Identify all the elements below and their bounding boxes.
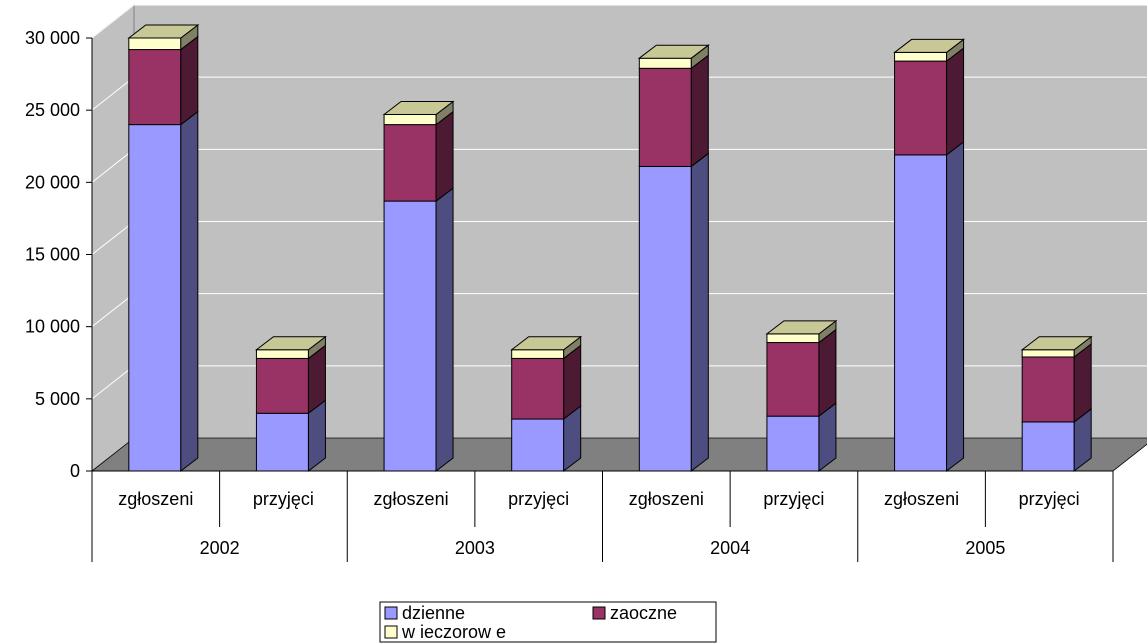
bar-front: [894, 51, 948, 62]
legend-swatch: [384, 606, 398, 620]
bar-side: [180, 35, 199, 126]
y-tick-label: 20 000: [25, 172, 80, 192]
bar-side: [435, 187, 454, 473]
bar-front: [511, 349, 565, 359]
bar-front: [128, 49, 182, 126]
bar-front: [638, 165, 692, 472]
bar-top: [510, 336, 583, 351]
bar-segment: [765, 319, 838, 344]
bar-front: [128, 124, 182, 472]
bar-segment: [127, 23, 200, 51]
bar-side: [818, 328, 837, 418]
bar-top: [382, 100, 455, 115]
bar-segment: [893, 38, 966, 63]
bar-segment: [1020, 335, 1093, 358]
bar-segment: [766, 328, 837, 418]
y-tick-label: 0: [70, 461, 80, 481]
x-category-label: zgłoszeni: [118, 489, 193, 509]
x-category-label: zgłoszeni: [884, 489, 959, 509]
bar-front: [383, 200, 437, 472]
bar-top: [893, 38, 966, 53]
bar-front: [255, 412, 309, 472]
x-group-label: 2005: [965, 538, 1005, 558]
floor: [90, 437, 1147, 472]
chart-floor: [90, 437, 1147, 472]
bar-top: [765, 320, 838, 335]
bar-segment: [637, 44, 710, 70]
bar-segment: [254, 335, 327, 360]
bar-segment: [638, 54, 709, 168]
bar-top: [1020, 336, 1093, 351]
gridline: [91, 4, 1147, 39]
x-category-label: przyjęci: [1019, 489, 1080, 509]
y-tick-label: 5 000: [35, 389, 80, 409]
bar-side: [1073, 342, 1092, 423]
bar-front: [383, 113, 437, 126]
bar-front: [894, 154, 948, 472]
legend-swatch: [592, 606, 606, 620]
bar-front: [894, 60, 948, 156]
legend-label: w ieczorow e: [401, 622, 506, 642]
bar-front: [511, 418, 565, 472]
y-tick-label: 30 000: [25, 28, 80, 48]
chart-axes: [86, 37, 1114, 562]
bar-front: [766, 415, 820, 472]
bar-top: [127, 24, 200, 39]
y-tick-label: 15 000: [25, 245, 80, 265]
bar-front: [1021, 356, 1075, 423]
bar-top: [254, 336, 327, 351]
bar-side: [180, 110, 199, 473]
bar-side: [946, 47, 965, 156]
x-category-label: zgłoszeni: [374, 489, 449, 509]
bar-side: [435, 110, 454, 203]
bar-segment: [511, 344, 582, 421]
bar-side: [946, 140, 965, 473]
bar-segment: [894, 47, 965, 156]
bar-side: [690, 152, 709, 473]
x-category-label: przyjęci: [253, 489, 314, 509]
legend-swatch: [384, 625, 398, 639]
bar-segment: [510, 335, 583, 360]
bar-segment: [128, 110, 199, 473]
legend-label: dzienne: [402, 603, 465, 623]
bar-segment: [638, 152, 709, 473]
x-category-label: przyjęci: [763, 489, 824, 509]
x-group-label: 2004: [710, 538, 750, 558]
x-group-label: 2003: [455, 538, 495, 558]
y-tick-label: 25 000: [25, 100, 80, 120]
bar-front: [383, 124, 437, 202]
bar-segment: [255, 344, 326, 415]
chart-bars: [127, 23, 1093, 473]
bar-segment: [766, 402, 837, 473]
bar-front: [1021, 349, 1075, 358]
bar-segment: [383, 187, 454, 473]
bar-front: [1021, 421, 1075, 472]
x-category-label: przyjęci: [508, 489, 569, 509]
bar-front: [766, 342, 820, 417]
bar-front: [255, 357, 309, 414]
bar-segment: [894, 140, 965, 473]
bar-side: [690, 54, 709, 168]
bar-front: [638, 57, 692, 69]
bar-front: [511, 357, 565, 420]
bar-front: [128, 37, 182, 51]
x-axis-category-labels: zgłoszeni przyjęci zgłoszeni przyjęci zgłosz…: [118, 489, 1079, 558]
y-tick-label: 10 000: [25, 317, 80, 337]
bar-segment: [383, 110, 454, 203]
bar-front: [638, 67, 692, 167]
bar-front: [255, 349, 309, 359]
bar-segment: [1021, 342, 1092, 423]
bar-top: [637, 44, 710, 59]
chart-back-wall: [91, 3, 1147, 473]
bar-segment: [382, 100, 455, 126]
bar-front: [766, 333, 820, 344]
bar-segment: [1021, 407, 1092, 473]
x-group-label: 2002: [200, 538, 240, 558]
y-axis-tick-labels: 0 5 000 10 000 15 000 20 000 25 000 30 000: [25, 28, 80, 481]
x-category-label: zgłoszeni: [629, 489, 704, 509]
chart-legend: dzienne zaoczne w ieczorow e: [379, 601, 717, 643]
legend-box: [379, 601, 717, 643]
legend-label: zaoczne: [610, 603, 677, 623]
